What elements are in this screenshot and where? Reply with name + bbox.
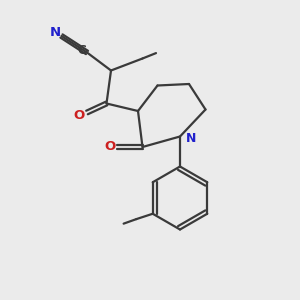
Text: N: N: [49, 26, 61, 40]
Text: N: N: [185, 131, 196, 145]
Text: O: O: [105, 140, 116, 154]
Text: C: C: [77, 44, 86, 57]
Text: O: O: [74, 109, 85, 122]
